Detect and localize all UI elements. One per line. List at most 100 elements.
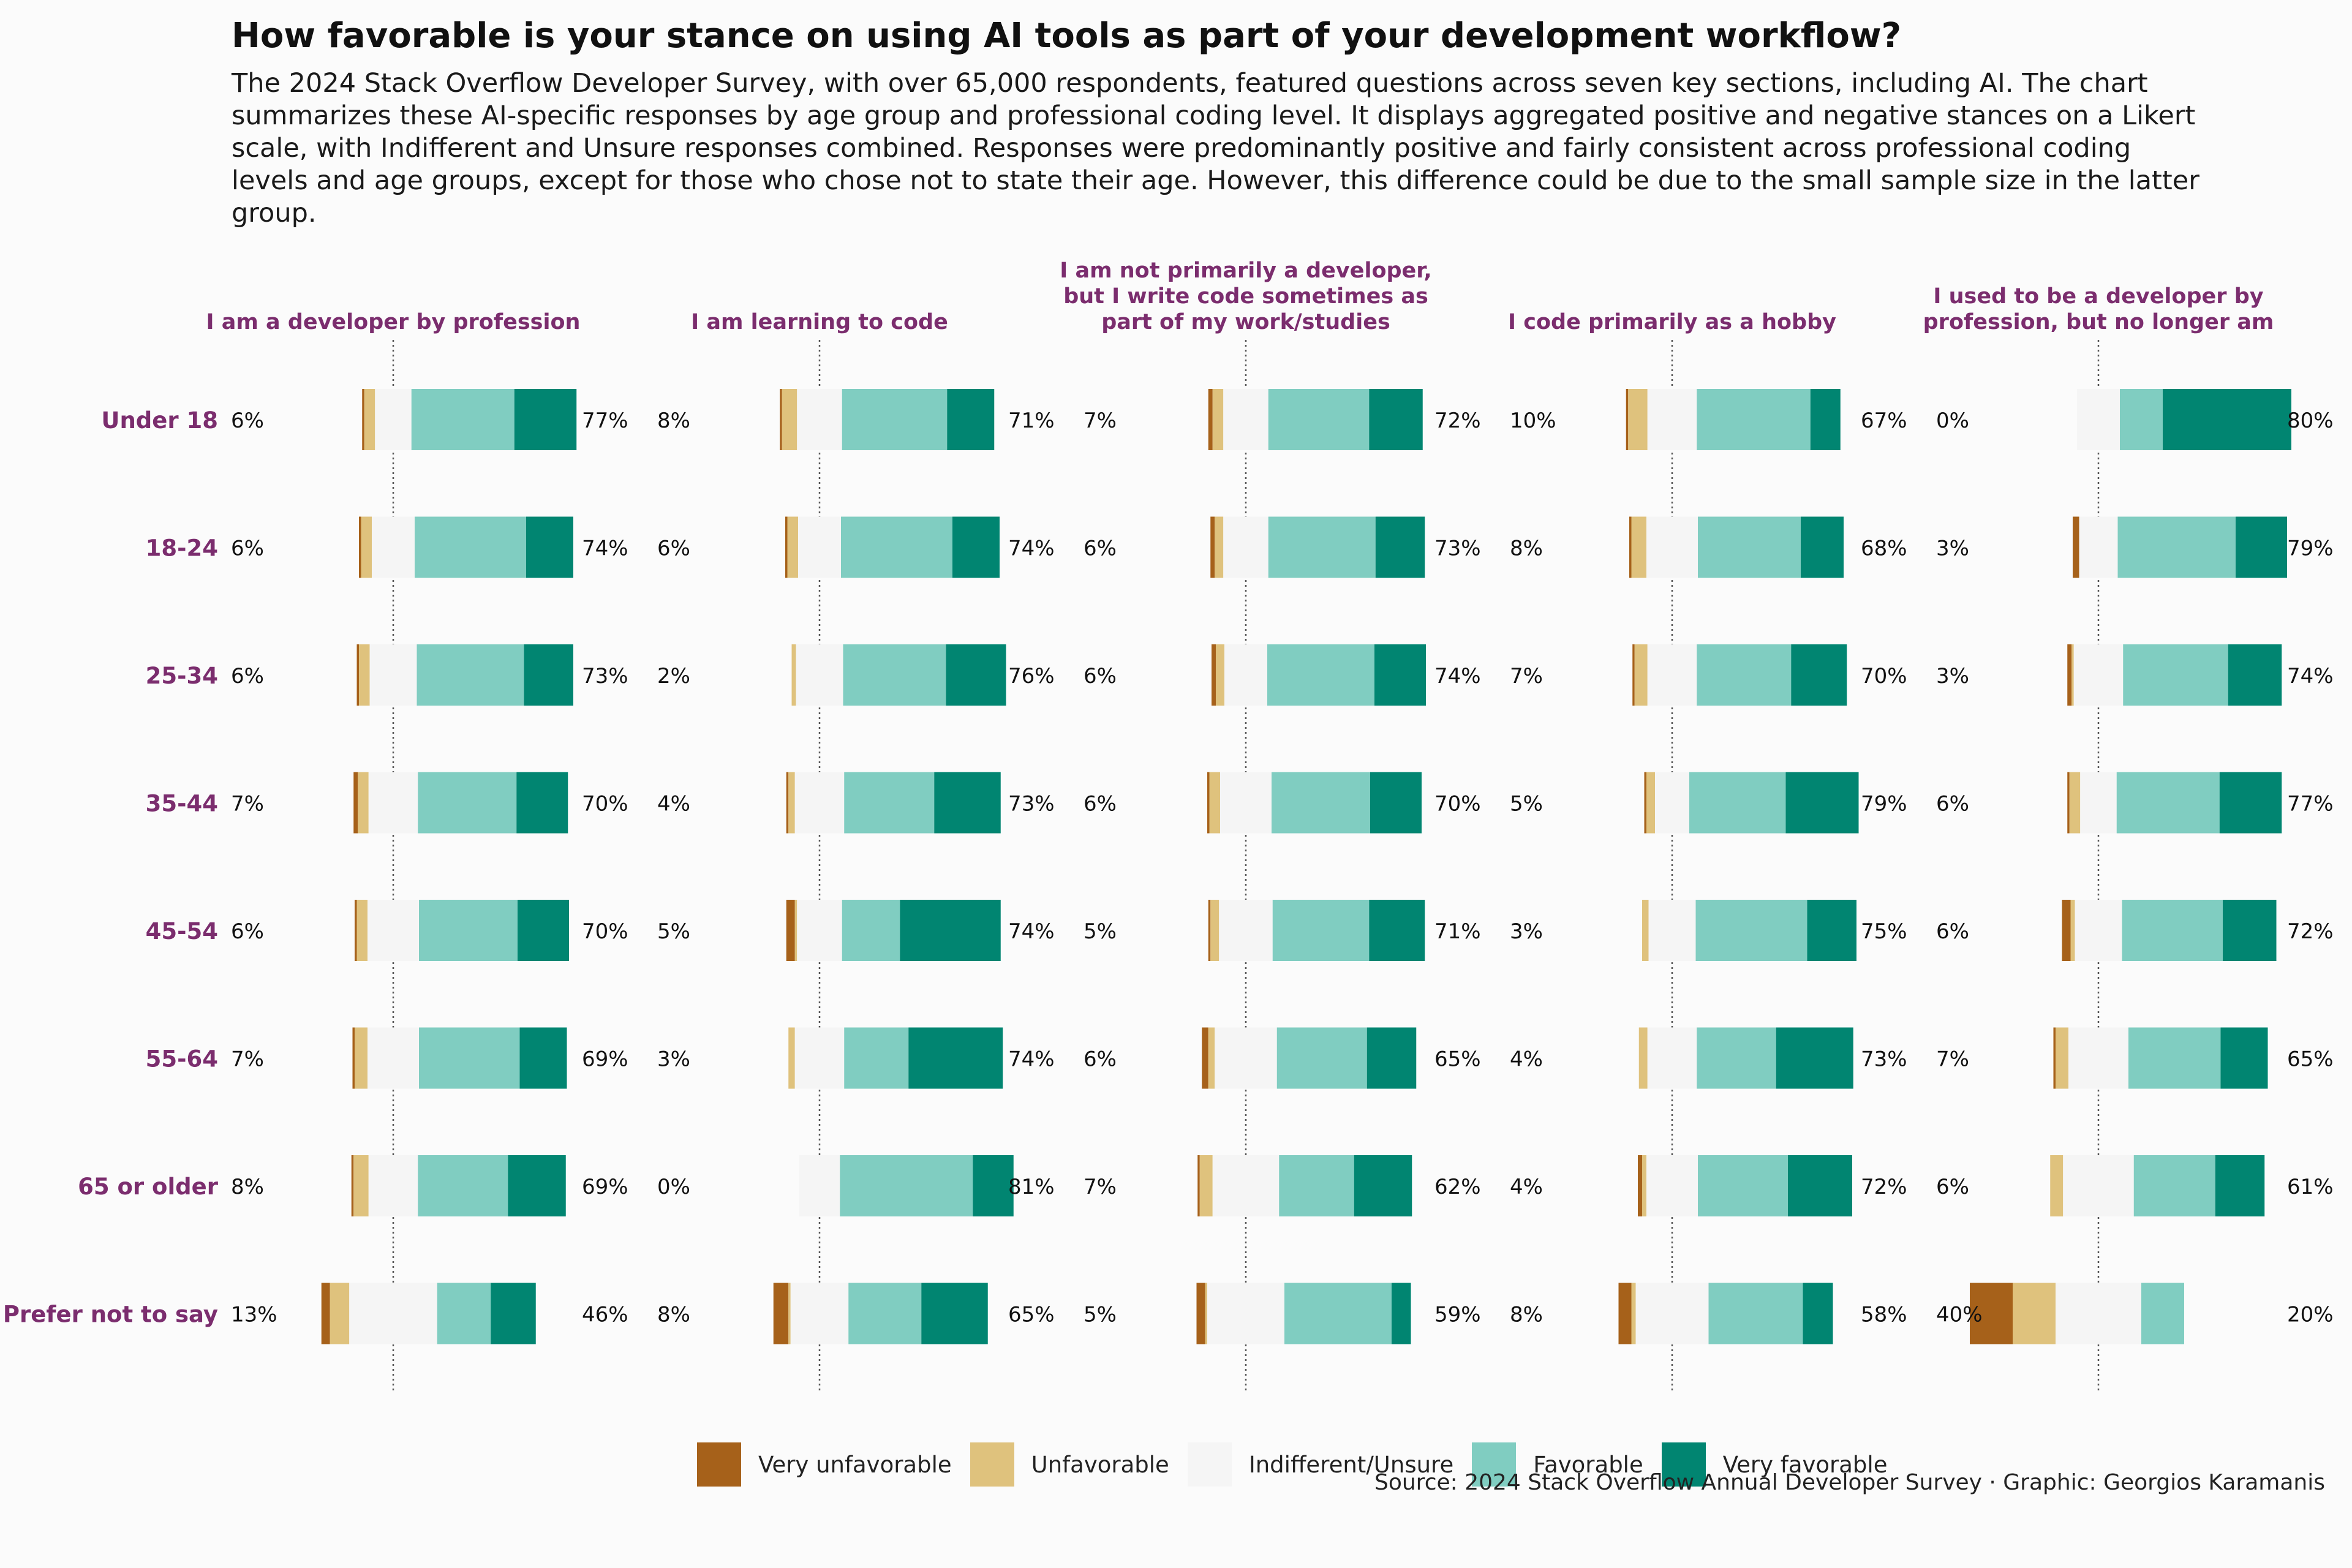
bar-segment-unfavorable — [1634, 644, 1648, 706]
bar-segment-favorable — [1268, 516, 1376, 578]
bar-segment-very-favorable — [947, 389, 995, 450]
negative-total-label: 8% — [657, 409, 690, 433]
bar-segment-very-favorable — [508, 1155, 566, 1216]
bar-segment-indifferent-unsure — [2079, 516, 2118, 578]
bar-segment-indifferent-unsure — [1224, 644, 1267, 706]
bar-segment-favorable — [419, 900, 518, 961]
bar-segment-favorable — [2122, 900, 2223, 961]
bar-segment-very-unfavorable — [321, 1283, 330, 1344]
positive-total-label: 76% — [1008, 664, 1055, 688]
bar-segment-very-favorable — [1791, 644, 1847, 706]
bar-segment-favorable — [2133, 1155, 2215, 1216]
bar-segment-very-unfavorable — [359, 516, 361, 578]
bar-segment-unfavorable — [1631, 516, 1646, 578]
bar-segment-indifferent-unsure — [1223, 389, 1268, 450]
positive-total-label: 75% — [1861, 919, 1907, 944]
positive-total-label: 73% — [582, 664, 628, 688]
bar-segment-favorable — [411, 389, 514, 450]
bar-segment-unfavorable — [1215, 516, 1224, 578]
legend-swatch — [970, 1442, 1014, 1487]
bar-segment-favorable — [1697, 389, 1811, 450]
positive-total-label: 79% — [2287, 537, 2334, 561]
bar-segment-indifferent-unsure — [1220, 772, 1272, 834]
negative-total-label: 5% — [657, 919, 690, 944]
positive-total-label: 69% — [582, 1047, 628, 1072]
positive-total-label: 80% — [2287, 409, 2334, 433]
positive-total-label: 77% — [582, 409, 628, 433]
bar-segment-unfavorable — [2070, 900, 2075, 961]
bar-segment-favorable — [841, 516, 952, 578]
legend-item: Unfavorable — [970, 1442, 1169, 1487]
bar-segment-very-unfavorable — [1970, 1283, 2013, 1344]
bar-segment-favorable — [1279, 1155, 1354, 1216]
negative-total-label: 0% — [1936, 409, 1969, 433]
negative-total-label: 4% — [1510, 1047, 1543, 1072]
bar-segment-unfavorable — [782, 389, 797, 450]
bar-segment-very-unfavorable — [2053, 1027, 2056, 1089]
negative-total-label: 7% — [1510, 664, 1543, 688]
bar-segment-very-favorable — [1392, 1283, 1411, 1344]
row-label: 55-64 — [146, 1046, 218, 1072]
positive-total-label: 20% — [2287, 1303, 2334, 1327]
bar-segment-very-favorable — [1776, 1027, 1853, 1089]
negative-total-label: 7% — [1936, 1047, 1969, 1072]
bar-segment-indifferent-unsure — [349, 1283, 437, 1344]
negative-total-label: 6% — [1936, 1175, 1969, 1199]
bar-segment-very-unfavorable — [1208, 900, 1211, 961]
positive-total-label: 74% — [2287, 664, 2334, 688]
negative-total-label: 4% — [1510, 1175, 1543, 1199]
bar-segment-unfavorable — [358, 772, 369, 834]
source-caption: Source: 2024 Stack Overflow Annual Devel… — [1374, 1470, 2325, 1495]
bar-segment-very-unfavorable — [786, 900, 795, 961]
bar-segment-very-favorable — [952, 516, 1000, 578]
bar-segment-very-favorable — [518, 900, 569, 961]
bar-segment-very-favorable — [900, 900, 1001, 961]
bar-segment-favorable — [417, 644, 524, 706]
bar-segment-very-unfavorable — [1644, 772, 1646, 834]
bar-segment-indifferent-unsure — [1212, 1155, 1280, 1216]
bar-segment-unfavorable — [356, 900, 368, 961]
bar-segment-very-unfavorable — [1202, 1027, 1208, 1089]
bar-segment-favorable — [2141, 1283, 2184, 1344]
negative-total-label: 6% — [1084, 537, 1117, 561]
positive-total-label: 74% — [582, 537, 628, 561]
bar-segment-unfavorable — [1208, 1027, 1215, 1089]
bar-segment-indifferent-unsure — [1646, 1155, 1698, 1216]
bar-segment-indifferent-unsure — [1647, 389, 1697, 450]
bar-segment-very-favorable — [2220, 1027, 2268, 1089]
bar-segment-indifferent-unsure — [1207, 1283, 1284, 1344]
bar-segment-unfavorable — [1628, 389, 1648, 450]
positive-total-label: 46% — [582, 1303, 628, 1327]
bar-segment-unfavorable — [355, 1027, 368, 1089]
negative-total-label: 40% — [1936, 1303, 1983, 1327]
panel-title: profession, but no longer am — [1923, 310, 2274, 334]
legend-label: Favorable — [1533, 1451, 1643, 1478]
positive-total-label: 73% — [1434, 537, 1481, 561]
bar-segment-indifferent-unsure — [2080, 772, 2117, 834]
bar-segment-unfavorable — [353, 1155, 369, 1216]
bar-segment-unfavorable — [2056, 1027, 2068, 1089]
bar-segment-indifferent-unsure — [1219, 900, 1273, 961]
bar-segment-very-favorable — [1803, 1283, 1833, 1344]
row-label: Prefer not to say — [3, 1302, 218, 1328]
legend-item: Indifferent/Unsure — [1187, 1442, 1454, 1487]
bar-segment-very-favorable — [2236, 516, 2287, 578]
bar-segment-very-favorable — [2219, 772, 2282, 834]
legend-label: Unfavorable — [1031, 1451, 1169, 1478]
bar-segment-unfavorable — [788, 1283, 791, 1344]
row-label: Under 18 — [101, 407, 218, 434]
legend-label: Indifferent/Unsure — [1248, 1451, 1454, 1478]
row-label: 45-54 — [146, 918, 218, 944]
positive-total-label: 69% — [582, 1175, 628, 1199]
bar-segment-unfavorable — [788, 772, 795, 834]
likert-chart: Under 18 18-24 25-34 35-44 45-54 55-64 65 or o… — [3, 258, 2334, 1390]
negative-total-label: 3% — [1936, 664, 1969, 688]
legend-swatch — [1187, 1442, 1232, 1487]
negative-total-label: 3% — [1936, 537, 1969, 561]
bar-segment-very-favorable — [1374, 644, 1426, 706]
negative-total-label: 2% — [657, 664, 690, 688]
bar-segment-indifferent-unsure — [797, 389, 842, 450]
bar-segment-very-unfavorable — [1626, 389, 1629, 450]
bar-segment-unfavorable — [794, 900, 797, 961]
bar-segment-very-favorable — [1366, 1027, 1417, 1089]
